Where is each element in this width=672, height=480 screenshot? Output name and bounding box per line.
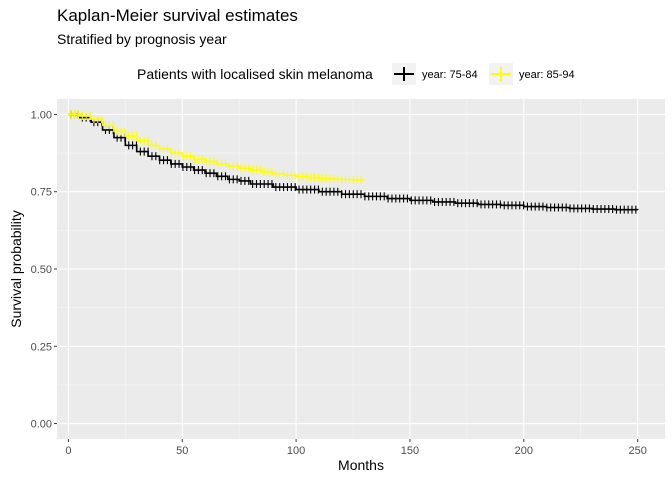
- series-line-2: [68, 113, 365, 181]
- x-tick-label: 150: [401, 445, 419, 457]
- y-axis: 0.00 0.25 0.50 0.75 1.00: [31, 109, 57, 431]
- y-tick-label: 0.75: [31, 187, 52, 199]
- x-axis: 0 50 100 150 200 250: [65, 439, 647, 457]
- chart-title: Kaplan-Meier survival estimates: [57, 6, 298, 25]
- y-tick-label: 0.50: [31, 264, 52, 276]
- x-tick-label: 250: [628, 445, 646, 457]
- x-axis-title: Months: [338, 457, 384, 473]
- legend-label-2: year: 85-94: [519, 69, 575, 81]
- x-tick-label: 50: [176, 445, 188, 457]
- series-layer: [68, 110, 639, 214]
- x-tick-label: 0: [65, 445, 71, 457]
- y-axis-title: Survival probability: [8, 210, 24, 328]
- grid: [57, 99, 665, 439]
- y-tick-label: 1.00: [31, 109, 52, 121]
- x-tick-label: 200: [515, 445, 533, 457]
- legend-label-1: year: 75-84: [422, 69, 478, 81]
- x-tick-label: 100: [287, 445, 305, 457]
- legend-title: Patients with localised skin melanoma: [137, 66, 373, 82]
- legend: Patients with localised skin melanoma ye…: [137, 63, 575, 85]
- y-tick-label: 0.25: [31, 341, 52, 353]
- y-tick-label: 0.00: [31, 419, 52, 431]
- chart-subtitle: Stratified by prognosis year: [57, 31, 227, 47]
